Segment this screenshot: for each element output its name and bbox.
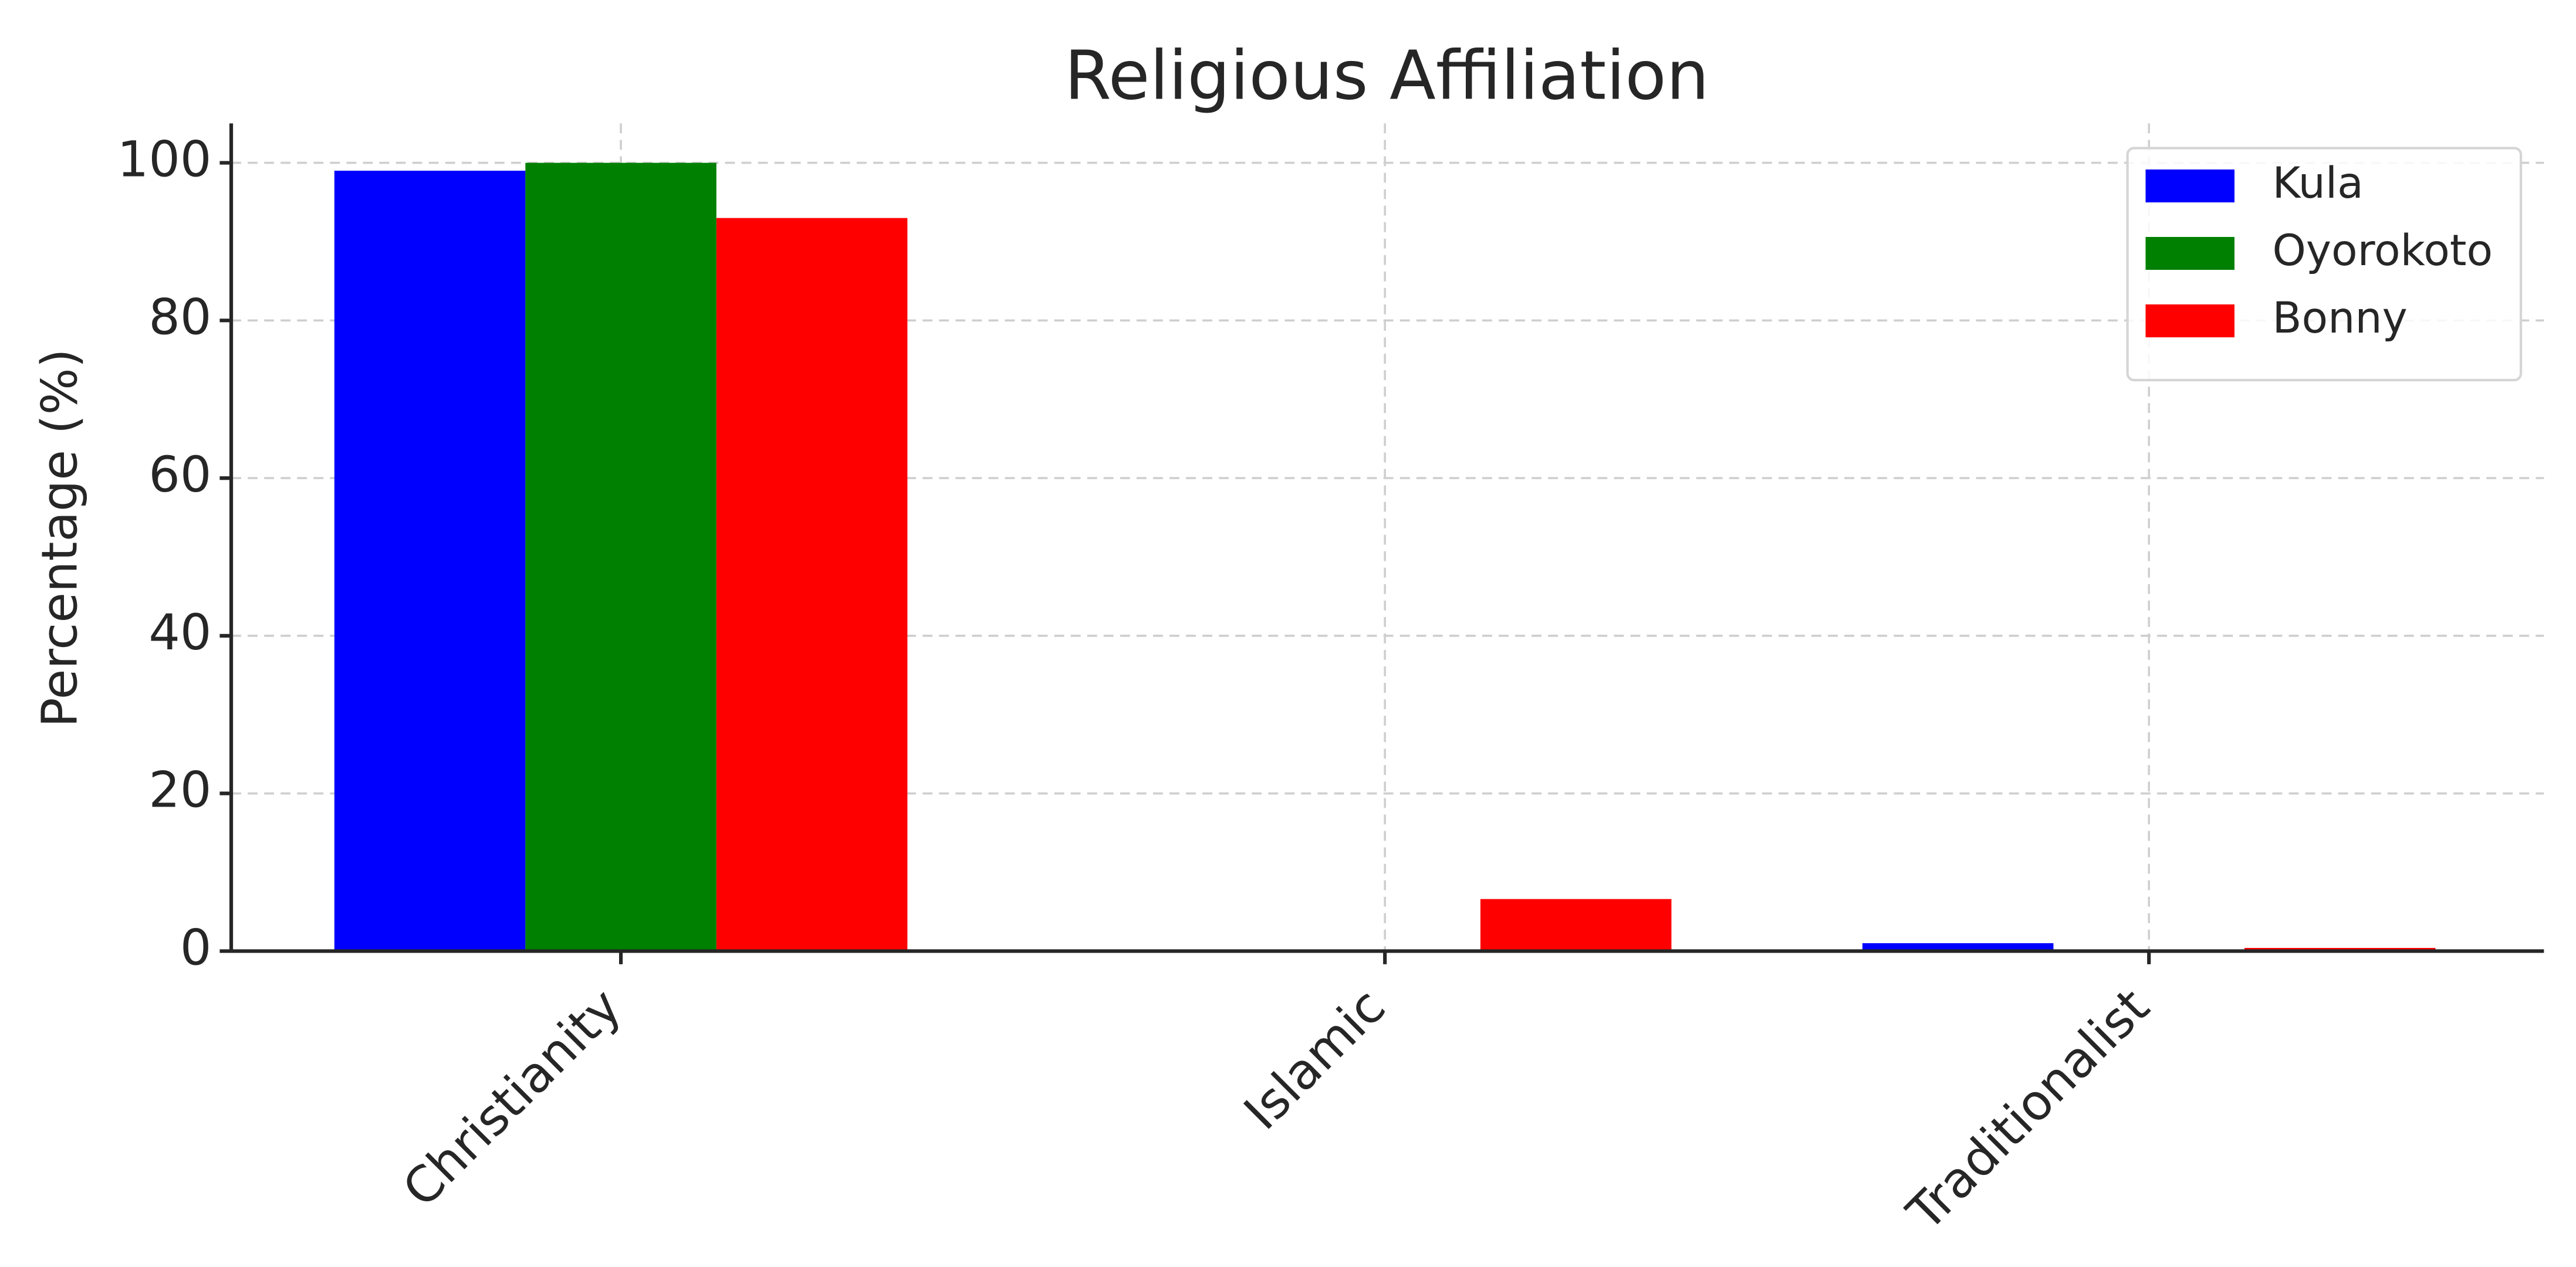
chart-title: Religious Affiliation (1064, 36, 1709, 115)
bar (1480, 899, 1672, 951)
y-tick-label: 0 (180, 919, 212, 976)
x-tick-label: Traditionalist (1896, 978, 2161, 1242)
bar (334, 171, 526, 951)
legend-swatch (2145, 236, 2234, 270)
legend-label: Bonny (2273, 293, 2408, 343)
y-tick-label: 80 (148, 288, 211, 345)
bar (525, 162, 716, 951)
y-tick-label: 40 (148, 604, 211, 661)
y-tick-label: 60 (148, 446, 211, 503)
bar (716, 218, 908, 951)
x-tick-label: Islamic (1233, 978, 1396, 1141)
legend-label: Kula (2273, 158, 2364, 208)
x-tick-label: Christianity (392, 978, 633, 1218)
legend-swatch (2145, 304, 2234, 338)
legend-swatch (2145, 169, 2234, 203)
y-tick-label: 100 (117, 131, 212, 188)
y-axis-label: Percentage (%) (31, 348, 88, 727)
y-tick-label: 20 (148, 761, 211, 819)
legend-label: Oyorokoto (2273, 226, 2493, 276)
bar (1862, 943, 2054, 951)
